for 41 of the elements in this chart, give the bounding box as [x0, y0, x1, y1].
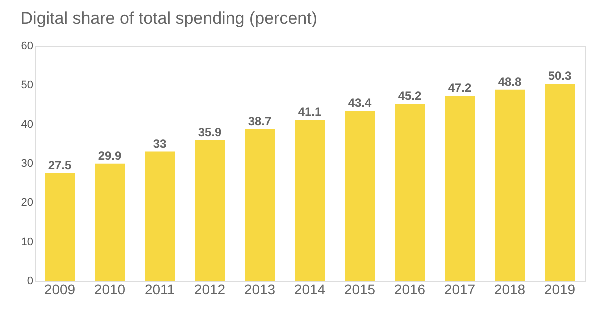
bar: [445, 96, 475, 281]
chart-title: Digital share of total spending (percent): [20, 9, 318, 28]
bar: [45, 173, 75, 281]
data-label: 48.8: [498, 74, 522, 89]
bar: [345, 111, 375, 281]
bar: [495, 90, 525, 281]
y-tick-label: 60: [21, 40, 34, 52]
x-tick-label: 2011: [144, 282, 176, 298]
data-label: 50.3: [548, 68, 572, 83]
x-tick-label: 2010: [94, 282, 126, 298]
x-tick-label: 2018: [494, 282, 526, 298]
x-tick-label: 2015: [344, 282, 376, 298]
x-tick-label: 2019: [544, 282, 576, 298]
y-tick-label: 50: [21, 80, 34, 92]
bar: [95, 164, 125, 281]
y-tick-label: 40: [21, 118, 34, 131]
data-label: 35.9: [198, 125, 222, 140]
data-label: 41.1: [298, 105, 322, 120]
x-tick-label: 2012: [194, 282, 226, 298]
bar: [295, 120, 325, 281]
bar: [545, 84, 575, 281]
data-label: 47.2: [448, 81, 472, 96]
data-label: 29.9: [98, 148, 122, 163]
y-tick-label: 30: [21, 158, 34, 170]
bar: [245, 129, 275, 281]
bar: [395, 104, 425, 281]
data-label: 33: [153, 136, 167, 151]
y-tick-label: 0: [27, 276, 34, 288]
bar: [145, 152, 175, 281]
x-tick-label: 2014: [294, 282, 326, 298]
data-label: 43.4: [348, 96, 372, 110]
bar: [195, 140, 225, 281]
y-tick-label: 20: [21, 197, 34, 210]
x-tick-label: 2017: [444, 282, 476, 298]
x-tick-label: 2009: [44, 282, 76, 298]
data-label: 45.2: [398, 88, 422, 103]
x-tick-label: 2013: [244, 282, 276, 298]
data-label: 38.7: [248, 114, 272, 128]
y-tick-label: 10: [21, 236, 34, 248]
x-tick-label: 2016: [394, 282, 426, 298]
data-label: 27.5: [48, 158, 72, 172]
